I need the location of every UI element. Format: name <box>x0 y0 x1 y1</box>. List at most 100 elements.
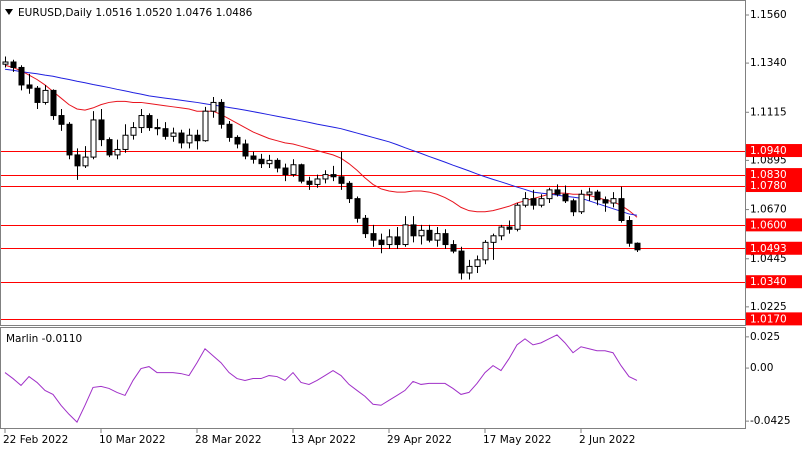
marks: 22 Feb 2022 10 Mar 2022 28 Mar 2022 13 Apr … <box>1 9 802 446</box>
candle-body <box>442 233 449 246</box>
candle-body <box>498 226 505 237</box>
candle-body <box>2 61 9 65</box>
level-label-box <box>746 312 802 326</box>
x-tick-label: 28 Mar 2022 <box>195 434 262 446</box>
indicator-title: Marlin <box>6 333 38 345</box>
y-tick-label: 0.00 <box>750 362 773 374</box>
y-tick-label: 1.0445 <box>750 253 787 265</box>
candle-body <box>10 61 17 68</box>
y-tick-label: 1.1560 <box>750 9 787 21</box>
candle-body <box>546 189 553 200</box>
x-tick-label: 29 Apr 2022 <box>387 434 452 446</box>
candle-body <box>138 115 145 129</box>
candle-body <box>234 136 241 145</box>
candle-body <box>330 174 337 178</box>
y-tick-label: 1.0225 <box>750 301 787 313</box>
candle-body <box>250 155 257 160</box>
menu-triangle <box>5 9 13 15</box>
x-tick-label: 22 Feb 2022 <box>3 434 68 446</box>
candle-body <box>162 128 169 137</box>
candle-body <box>434 233 441 241</box>
candle-body <box>314 178 321 185</box>
candle-body <box>538 198 545 206</box>
candle-body <box>266 159 273 165</box>
candle-body <box>386 236 393 246</box>
y-tick-label: -0.0425 <box>750 415 791 427</box>
y-tick-label: 1.0895 <box>750 154 787 166</box>
candle-body <box>554 189 561 195</box>
level-label: 1.0340 <box>750 276 787 288</box>
candle-body <box>202 110 209 142</box>
candle-body <box>50 89 57 117</box>
candle-body <box>338 176 345 184</box>
candle-body <box>410 224 417 237</box>
main-panel-frame <box>0 0 746 326</box>
candle-body <box>98 119 105 141</box>
candle-body <box>42 89 49 103</box>
level-label: 1.0940 <box>750 145 787 157</box>
candle-body <box>578 193 585 213</box>
candle-body <box>258 158 265 165</box>
level-label-box <box>746 144 802 158</box>
candle-body <box>626 219 633 244</box>
x-tick-label: 17 May 2022 <box>483 434 551 446</box>
candle-body <box>458 250 465 274</box>
level-label: 1.0600 <box>750 219 787 231</box>
level-label-box <box>746 179 802 193</box>
level-label-box <box>746 168 802 182</box>
y-tick-label: 1.1340 <box>750 57 787 69</box>
level-label-box <box>746 218 802 232</box>
indicator-value: -0.0110 <box>42 333 83 345</box>
candle-body <box>322 174 329 180</box>
chart-header: EURUSD,Daily 1.0516 1.0520 1.0476 1.0486 <box>18 7 253 19</box>
candle-body <box>226 123 233 138</box>
candle-body <box>154 127 161 130</box>
candle-body <box>450 244 457 252</box>
candle-body <box>274 159 281 169</box>
candle-body <box>562 193 569 202</box>
candle-body <box>106 139 113 156</box>
candle-body <box>570 200 577 213</box>
candle-body <box>426 229 433 241</box>
candle-body <box>282 167 289 176</box>
candle-body <box>418 229 425 237</box>
chart-title: EURUSD,Daily <box>18 7 92 19</box>
candle-body <box>26 84 33 89</box>
candle-body <box>610 198 617 204</box>
candle-body <box>618 198 625 221</box>
candle-body <box>242 143 249 157</box>
candle-body <box>130 127 137 136</box>
candle-body <box>146 115 153 129</box>
y-tick-label: 0.025 <box>750 331 780 343</box>
candle-body <box>586 191 593 195</box>
candle-body <box>18 66 25 86</box>
candle-body <box>186 134 193 144</box>
level-label-box <box>746 275 802 289</box>
candle-body <box>490 235 497 243</box>
x-tick-label: 13 Apr 2022 <box>291 434 356 446</box>
candle-body <box>370 233 377 241</box>
candle-body <box>602 199 609 204</box>
level-label: 1.0780 <box>750 180 787 192</box>
candle-body <box>114 148 121 156</box>
candle-body <box>522 198 529 206</box>
y-tick-label: 1.0670 <box>750 204 787 216</box>
candle-body <box>170 132 177 137</box>
candle-body <box>82 156 89 167</box>
candle-body <box>402 224 409 246</box>
candle-body <box>210 101 217 112</box>
line-series <box>4 334 638 423</box>
level-label-box <box>746 241 802 255</box>
candle-body <box>306 180 313 185</box>
level-label: 1.0493 <box>750 243 787 255</box>
candle-body <box>122 134 129 150</box>
candle-body <box>634 242 641 251</box>
candle-body <box>66 123 73 156</box>
candle-body <box>594 191 601 201</box>
header-value: 1.0520 <box>135 7 172 19</box>
candle-body <box>378 239 385 246</box>
candle-body <box>178 132 185 144</box>
candle-body <box>506 226 513 230</box>
